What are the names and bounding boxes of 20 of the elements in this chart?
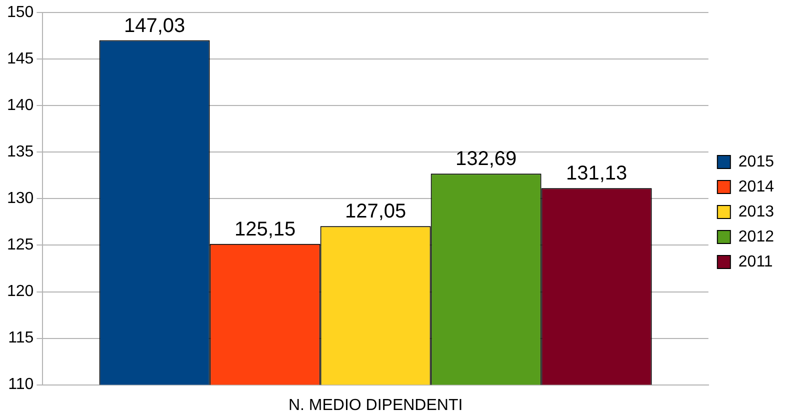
- y-tick-label: 120: [6, 283, 34, 300]
- data-label: 132,69: [455, 148, 517, 170]
- y-tick-label: 150: [6, 4, 34, 22]
- x-tick-label: N. MEDIO DIPENDENTI: [288, 396, 463, 414]
- data-label: 125,15: [234, 218, 296, 240]
- y-tick-label: 125: [6, 236, 34, 254]
- y-tick-label: 110: [8, 376, 34, 394]
- data-label: 147,03: [124, 14, 186, 37]
- y-tick-label: 140: [6, 97, 34, 114]
- legend-label: 2014: [738, 178, 774, 196]
- y-tick-label: 145: [6, 50, 34, 68]
- legend-label: 2013: [738, 203, 774, 220]
- data-label: 131,13: [566, 162, 628, 185]
- y-tick-label: 135: [6, 144, 34, 161]
- data-label: 127,05: [344, 200, 406, 223]
- legend-label: 2011: [738, 253, 773, 270]
- y-tick-label: 115: [8, 330, 34, 347]
- y-tick-label: 130: [6, 190, 34, 208]
- legend-label: 2015: [738, 153, 774, 170]
- legend-label: 2012: [738, 228, 774, 246]
